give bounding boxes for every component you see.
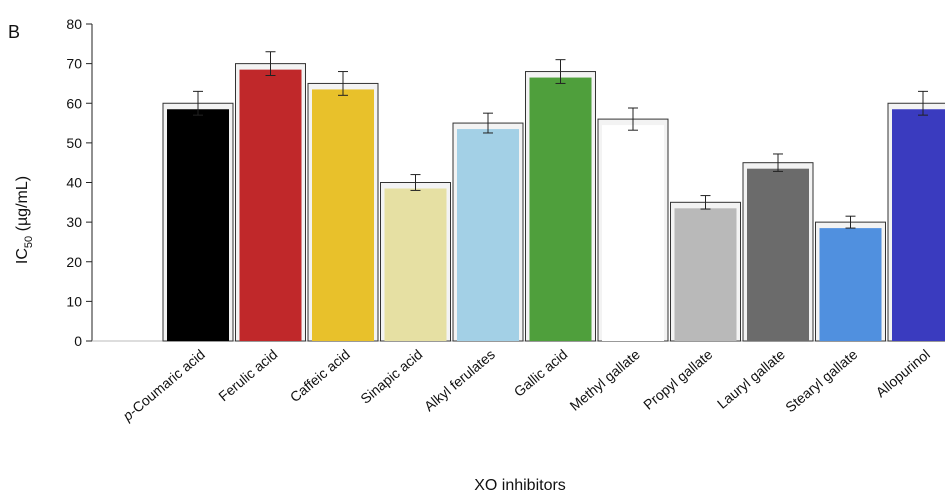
x-tick-label-text: Propyl gallate <box>640 346 715 413</box>
bar <box>819 228 882 341</box>
bar <box>312 89 374 341</box>
y-axis-title-base: IC <box>14 248 31 264</box>
y-axis: 0 10 20 30 40 50 60 70 80 <box>66 16 945 349</box>
x-tick-labels: p-Coumaric acid Ferulic acid Caffeic acid S… <box>119 346 933 425</box>
x-tick-label: Alkyl ferulates <box>421 346 498 414</box>
bar-group <box>452 112 524 342</box>
y-tick-label: 80 <box>66 16 82 32</box>
bars-group <box>162 51 945 342</box>
bar-group <box>162 90 234 342</box>
y-tick-label: 40 <box>66 175 82 191</box>
x-tick-label-text: Ferulic acid <box>215 346 280 404</box>
bar-group <box>815 215 886 342</box>
bar <box>529 77 592 342</box>
x-tick-label: Gallic acid <box>511 346 571 400</box>
x-axis-title: XO inhibitors <box>474 477 566 494</box>
bar <box>384 188 447 341</box>
y-tick-label: 10 <box>66 293 82 309</box>
y-tick-label: 0 <box>74 333 82 349</box>
y-tick-label: 70 <box>66 56 82 72</box>
bar <box>167 109 229 341</box>
x-tick-label: Lauryl gallate <box>714 346 788 412</box>
panel-label: B <box>8 22 20 42</box>
x-tick-label-text: Gallic acid <box>511 346 571 400</box>
x-tick-label: Caffeic acid <box>287 346 353 405</box>
x-tick-label: Allopurinol <box>873 346 933 400</box>
x-tick-label: Methyl gallate <box>566 346 643 414</box>
bar <box>747 168 809 341</box>
x-tick-label-text: Allopurinol <box>873 346 933 400</box>
x-tick-label: Sinapic acid <box>357 346 425 407</box>
y-tick-label: 60 <box>66 95 82 111</box>
bar-group <box>525 59 596 342</box>
x-tick-label-text: Stearyl gallate <box>782 346 860 415</box>
bar-group <box>235 51 306 342</box>
bar-group <box>887 90 945 342</box>
bar-group <box>597 107 669 342</box>
x-tick-label: Propyl gallate <box>640 346 715 413</box>
bar <box>239 69 302 341</box>
bar <box>602 125 664 341</box>
bar-group <box>380 174 451 342</box>
x-tick-label-text: Caffeic acid <box>287 346 353 405</box>
bar-group <box>307 71 379 342</box>
bar <box>457 129 519 341</box>
x-tick-label-text: -Coumaric acid <box>126 346 208 419</box>
y-axis-title: IC50 (µg/mL) <box>14 176 35 264</box>
x-tick-label: p-Coumaric acid <box>119 346 208 424</box>
bar-group <box>742 153 814 342</box>
x-tick-label-text: Sinapic acid <box>357 346 425 407</box>
bar-group <box>670 195 741 342</box>
x-tick-label: Ferulic acid <box>215 346 280 404</box>
bar <box>674 208 737 341</box>
y-tick-label: 50 <box>66 135 82 151</box>
x-tick-label-text: Alkyl ferulates <box>421 346 498 414</box>
x-tick-label: Stearyl gallate <box>782 346 860 415</box>
y-axis-title-subscript: 50 <box>23 236 35 248</box>
y-tick-label: 30 <box>66 214 82 230</box>
bar <box>892 109 945 341</box>
x-tick-label-text: Lauryl gallate <box>714 346 788 412</box>
x-tick-label-text: Methyl gallate <box>566 346 643 414</box>
y-axis-title-unit: (µg/mL) <box>14 176 31 236</box>
y-tick-label: 20 <box>66 254 82 270</box>
